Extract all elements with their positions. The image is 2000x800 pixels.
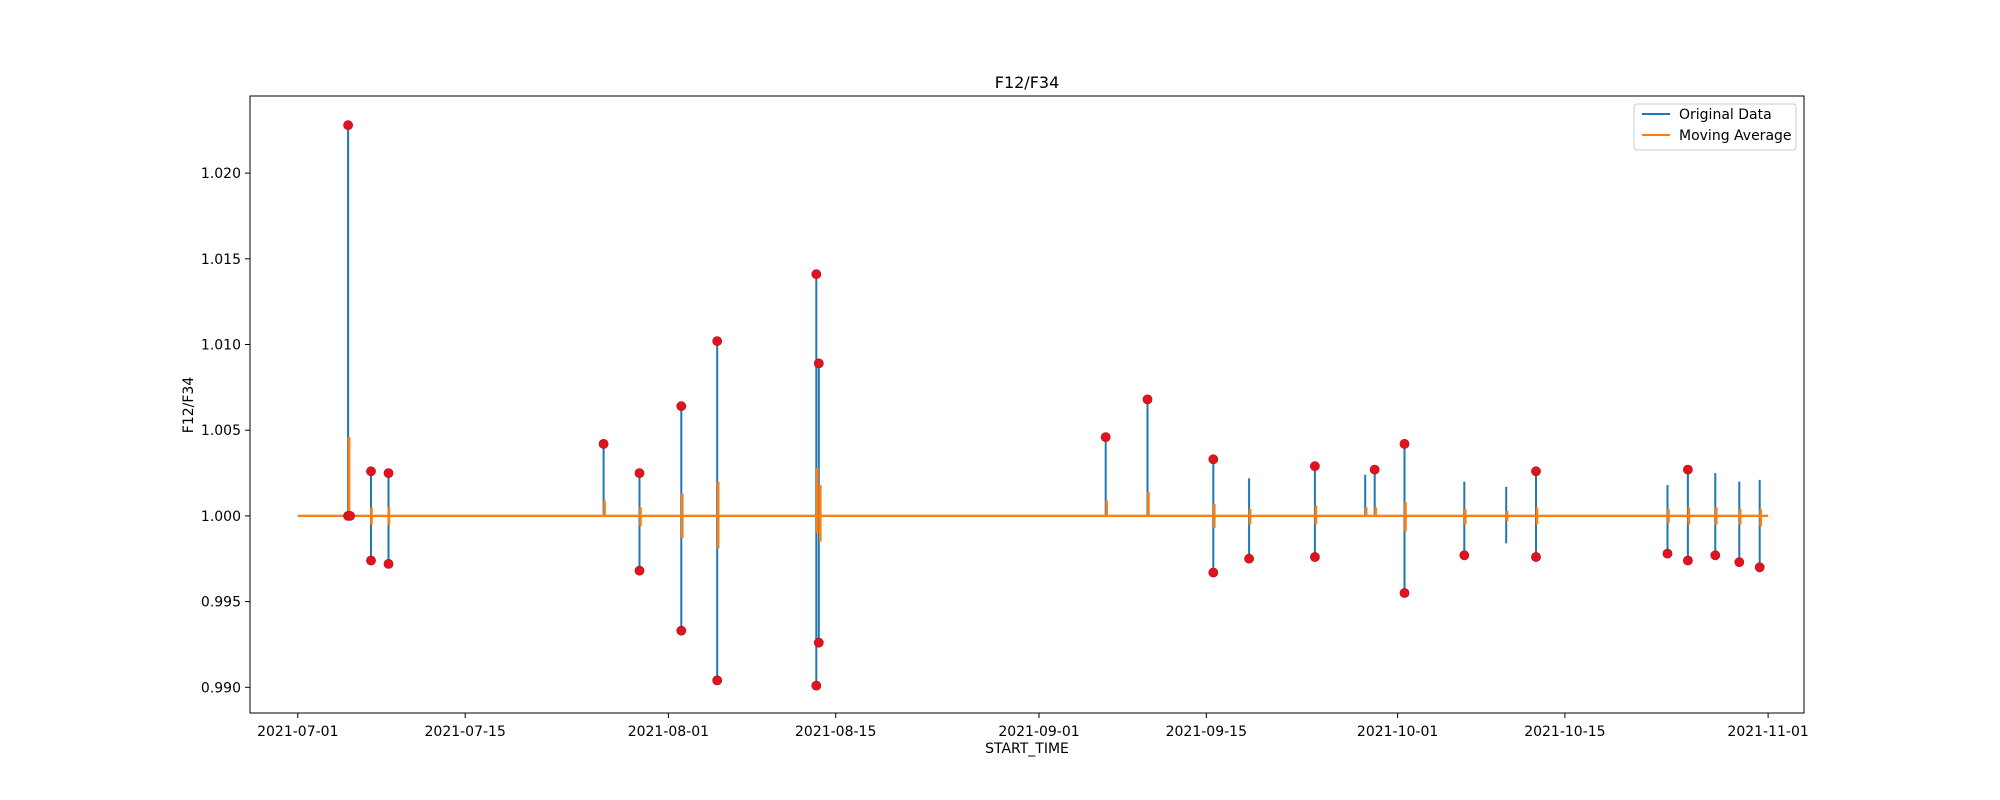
x-tick-label: 2021-08-01: [628, 724, 709, 740]
x-tick-label: 2021-11-01: [1727, 724, 1808, 740]
outlier-point: [1683, 555, 1693, 566]
outlier-point: [1208, 454, 1219, 465]
outlier-point: [676, 625, 687, 636]
legend-frame: [1633, 103, 1797, 151]
outlier-point: [1208, 567, 1219, 578]
outlier-point: [1310, 552, 1320, 562]
outlier-point: [813, 358, 824, 369]
outlier-point: [1244, 553, 1254, 564]
outlier-point: [1754, 562, 1765, 573]
outlier-point: [676, 401, 687, 412]
legend-label-moving-average: Moving Average: [1679, 128, 1792, 144]
outlier-point: [383, 559, 394, 569]
outlier-point: [1710, 550, 1721, 561]
x-tick-label: 2021-07-01: [257, 724, 338, 740]
outlier-point: [345, 511, 355, 521]
chart-title: F12/F34: [995, 73, 1060, 92]
outlier-point: [634, 468, 645, 478]
x-tick-label: 2021-07-15: [425, 724, 506, 740]
outlier-point: [1100, 432, 1111, 442]
outlier-point: [343, 120, 353, 130]
tick-layer: 2021-07-01 2021-07-15 2021-08-01 2021-08-15…: [201, 166, 1809, 740]
y-tick-label: 1.015: [201, 252, 241, 268]
outlier-point: [1142, 394, 1153, 405]
outlier-point: [634, 565, 645, 576]
outlier-point: [1662, 548, 1673, 559]
outlier-point: [811, 680, 822, 691]
outlier-point: [1310, 461, 1320, 472]
x-tick-label: 2021-08-15: [795, 724, 876, 740]
x-tick-label: 2021-10-01: [1357, 724, 1438, 740]
y-tick-label: 0.995: [201, 595, 241, 611]
outlier-point: [1369, 464, 1380, 475]
x-tick-label: 2021-09-01: [998, 724, 1079, 740]
legend: Original Data Moving Average: [1633, 103, 1797, 151]
outlier-point: [712, 675, 723, 686]
outlier-point: [598, 438, 609, 449]
plot-frame: [249, 95, 1805, 714]
outlier-point: [1399, 588, 1410, 598]
outlier-point: [1459, 550, 1470, 561]
x-tick-label: 2021-10-15: [1524, 724, 1605, 740]
x-axis-label: START_TIME: [985, 741, 1069, 757]
outlier-point: [366, 466, 376, 477]
outlier-point: [383, 468, 394, 478]
outlier-point: [1531, 466, 1541, 477]
y-axis-label: F12/F34: [181, 377, 197, 434]
outlier-point: [1531, 552, 1541, 562]
y-tick-label: 0.990: [201, 680, 241, 696]
data-layer: [297, 120, 1769, 691]
outlier-point: [1399, 438, 1410, 449]
outlier-point: [811, 269, 822, 280]
outlier-point: [366, 555, 376, 566]
y-tick-label: 1.005: [201, 423, 241, 439]
legend-label-original-data: Original Data: [1679, 107, 1772, 123]
y-tick-label: 1.010: [201, 338, 241, 354]
outlier-point: [813, 637, 824, 648]
x-tick-label: 2021-09-15: [1166, 724, 1247, 740]
y-tick-label: 1.020: [201, 166, 241, 182]
outlier-point: [1734, 557, 1745, 568]
y-tick-label: 1.000: [201, 509, 241, 525]
outlier-point: [712, 336, 723, 346]
outlier-point: [1683, 464, 1693, 475]
